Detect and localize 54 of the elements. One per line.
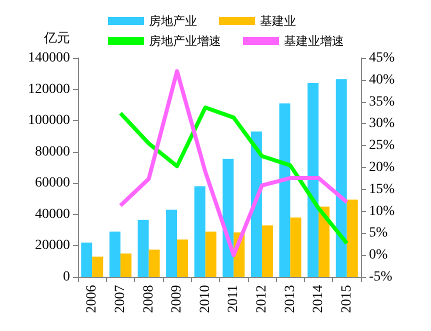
y-tick-label: 140000 <box>28 50 70 66</box>
legend-label: 基建业增速 <box>284 34 344 48</box>
x-tick-label: 2011 <box>226 285 242 312</box>
y2-tick-label: 40% <box>369 72 395 88</box>
x-tick-label: 2007 <box>112 285 128 313</box>
y-tick-label: 80000 <box>35 144 70 160</box>
bar <box>138 220 149 277</box>
bar <box>205 232 216 277</box>
y2-tick-label: 5% <box>369 226 388 241</box>
bar <box>177 239 188 277</box>
legend-label: 房地产业 <box>149 14 197 28</box>
y2-tick-label: 45% <box>369 50 395 66</box>
y2-tick-label: -5% <box>369 270 393 284</box>
bar <box>92 256 104 277</box>
bar <box>120 254 132 277</box>
bar <box>346 200 358 277</box>
x-tick-label: 2013 <box>282 285 298 313</box>
legend-label: 基建业 <box>260 14 296 28</box>
y2-tick-label: 0% <box>369 248 388 263</box>
x-tick-label: 2010 <box>198 285 213 313</box>
y2-tick-label: 30% <box>369 116 395 132</box>
bar <box>109 232 120 277</box>
y-tick-label: 60000 <box>35 176 70 191</box>
y-axis-title: 亿元 <box>43 30 70 45</box>
y-tick-label: 100000 <box>28 113 70 128</box>
y-tick-label: 120000 <box>28 82 70 97</box>
bar <box>279 103 290 277</box>
x-tick-label: 2008 <box>141 285 156 313</box>
y-tick-label: 0 <box>63 270 70 284</box>
y2-tick-label: 25% <box>369 138 395 154</box>
bar <box>262 225 273 277</box>
y-tick-label: 20000 <box>35 238 70 254</box>
bar <box>166 210 178 277</box>
legend-label: 房地产业增速 <box>149 34 221 48</box>
line-series <box>118 69 349 258</box>
bar <box>308 83 319 277</box>
bar <box>336 79 347 277</box>
x-tick-label: 2006 <box>84 285 100 313</box>
x-tick-label: 2014 <box>311 285 326 313</box>
bar <box>290 218 302 277</box>
bar <box>318 206 330 277</box>
y2-tick-label: 35% <box>369 94 395 110</box>
bar <box>148 250 160 277</box>
y2-tick-label: 10% <box>369 204 395 219</box>
bar <box>81 242 92 277</box>
y2-tick-label: 15% <box>369 182 395 197</box>
line-series <box>118 105 349 246</box>
x-tick-label: 2015 <box>339 285 354 313</box>
bar <box>194 186 206 277</box>
y-tick-label: 40000 <box>35 206 70 222</box>
x-tick-label: 2012 <box>254 285 270 313</box>
bar <box>222 158 234 277</box>
x-tick-label: 2009 <box>170 285 185 313</box>
y2-tick-label: 20% <box>369 160 395 175</box>
